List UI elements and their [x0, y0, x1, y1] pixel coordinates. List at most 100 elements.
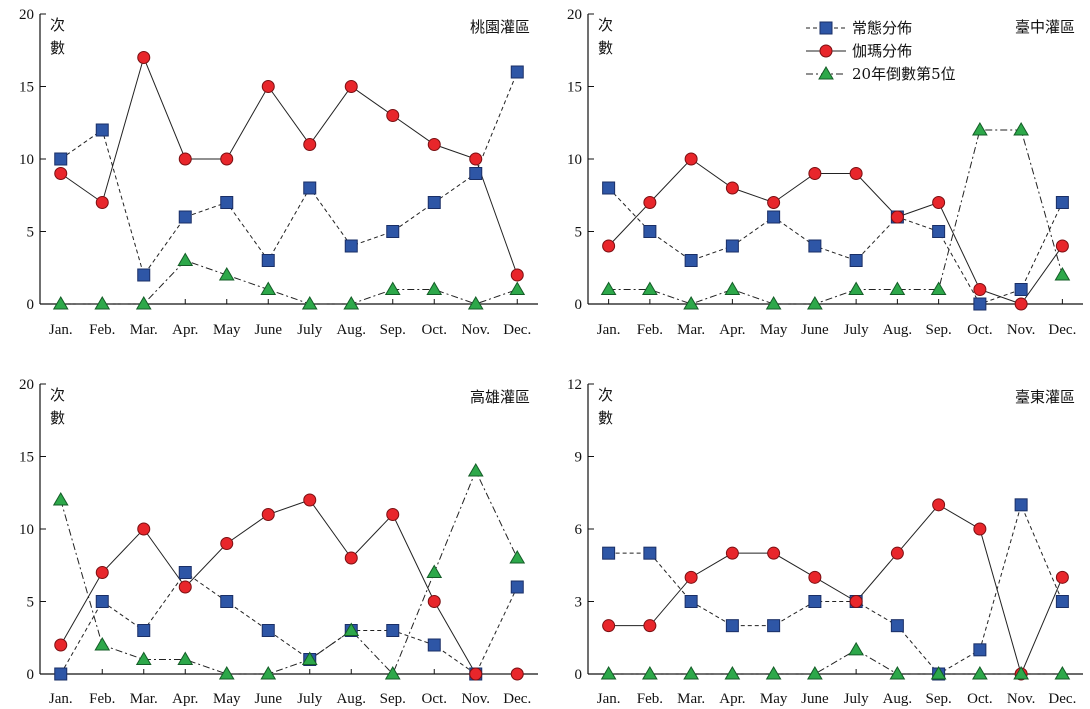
- x-tick-label: Jan.: [597, 322, 621, 338]
- x-tick-label: June: [801, 322, 829, 338]
- point-normal-distribution: [179, 211, 191, 223]
- series-line-gamma-distribution: [609, 159, 1063, 304]
- point-rank5-20yr: [427, 566, 441, 578]
- point-normal-distribution: [891, 620, 903, 632]
- x-tick-label: May: [213, 691, 241, 707]
- point-gamma-distribution: [345, 81, 357, 93]
- y-axis-label-char: 次: [50, 386, 65, 404]
- point-gamma-distribution: [345, 552, 357, 564]
- series-line-gamma-distribution: [61, 500, 518, 674]
- x-tick-label: Feb.: [89, 691, 115, 707]
- point-rank5-20yr: [725, 667, 739, 679]
- point-rank5-20yr: [510, 551, 524, 563]
- point-normal-distribution: [809, 596, 821, 608]
- y-tick-label: 10: [19, 522, 34, 538]
- point-normal-distribution: [768, 620, 780, 632]
- point-normal-distribution: [96, 124, 108, 136]
- x-tick-label: Sep.: [380, 322, 406, 338]
- point-gamma-distribution: [511, 668, 523, 680]
- point-normal-distribution: [262, 255, 274, 267]
- point-rank5-20yr: [849, 643, 863, 655]
- point-normal-distribution: [138, 625, 150, 637]
- point-gamma-distribution: [387, 110, 399, 122]
- point-normal-distribution: [511, 581, 523, 593]
- x-tick-label: Apr.: [172, 691, 198, 707]
- point-gamma-distribution: [470, 153, 482, 165]
- y-axis-label-char: 數: [50, 39, 65, 57]
- point-rank5-20yr: [643, 667, 657, 679]
- point-gamma-distribution: [891, 211, 903, 223]
- point-rank5-20yr: [684, 667, 698, 679]
- point-normal-distribution: [726, 240, 738, 252]
- x-tick-label: May: [760, 322, 788, 338]
- point-normal-distribution: [685, 255, 697, 267]
- point-gamma-distribution: [304, 139, 316, 151]
- x-tick-label: Sep.: [926, 691, 952, 707]
- point-normal-distribution: [55, 668, 67, 680]
- y-tick-label: 20: [19, 7, 34, 23]
- point-gamma-distribution: [470, 668, 482, 680]
- y-tick-label: 0: [27, 667, 35, 683]
- legend-label-gamma-distribution: 伽瑪分佈: [852, 42, 912, 60]
- x-tick-label: Sep.: [926, 322, 952, 338]
- point-rank5-20yr: [137, 653, 151, 665]
- point-normal-distribution: [138, 269, 150, 281]
- y-tick-label: 3: [575, 595, 583, 611]
- series-line-normal-distribution: [609, 188, 1063, 304]
- point-gamma-distribution: [603, 240, 615, 252]
- x-tick-label: Aug.: [883, 322, 913, 338]
- point-normal-distribution: [221, 596, 233, 608]
- panels: 0 5 10 15 20 Jan. Feb. Mar. Apr. May June July Aug. S…: [19, 7, 1083, 707]
- point-gamma-distribution: [933, 197, 945, 209]
- point-gamma-distribution: [221, 538, 233, 550]
- y-axis-label-char: 數: [50, 409, 65, 427]
- point-gamma-distribution: [1056, 240, 1068, 252]
- x-tick-label: May: [213, 322, 241, 338]
- point-normal-distribution: [179, 567, 191, 579]
- point-rank5-20yr: [684, 297, 698, 309]
- point-normal-distribution: [428, 197, 440, 209]
- point-rank5-20yr: [220, 268, 234, 280]
- x-tick-label: Mar.: [677, 322, 705, 338]
- point-gamma-distribution: [768, 547, 780, 559]
- point-rank5-20yr: [808, 667, 822, 679]
- point-gamma-distribution: [974, 523, 986, 535]
- point-normal-distribution: [428, 639, 440, 651]
- point-normal-distribution: [933, 226, 945, 238]
- point-rank5-20yr: [261, 283, 275, 295]
- point-rank5-20yr: [767, 667, 781, 679]
- x-tick-label: Nov.: [1007, 322, 1036, 338]
- point-gamma-distribution: [262, 509, 274, 521]
- point-normal-distribution: [685, 596, 697, 608]
- chart-panel-3: 05101520Jan. Feb. Mar. Apr. May June July Aug. S…: [19, 377, 538, 707]
- point-normal-distribution: [974, 644, 986, 656]
- y-tick-label: 15: [19, 80, 34, 96]
- point-rank5-20yr: [95, 638, 109, 650]
- y-tick-label: 9: [575, 450, 583, 466]
- point-gamma-distribution: [726, 547, 738, 559]
- x-tick-label: Aug.: [883, 691, 913, 707]
- panel-title: 臺東灌區: [1015, 388, 1075, 406]
- panel-title: 臺中灌區: [1015, 18, 1075, 36]
- y-tick-label: 6: [575, 522, 583, 538]
- x-tick-label: July: [844, 691, 870, 707]
- point-rank5-20yr: [178, 254, 192, 266]
- point-normal-distribution: [726, 620, 738, 632]
- point-gamma-distribution: [809, 168, 821, 180]
- point-gamma-distribution: [974, 284, 986, 296]
- point-rank5-20yr: [643, 283, 657, 295]
- point-rank5-20yr: [932, 283, 946, 295]
- y-tick-label: 5: [575, 225, 583, 241]
- series-line-rank5-20yr: [61, 261, 518, 305]
- x-tick-label: Jan.: [49, 691, 73, 707]
- point-normal-distribution: [644, 547, 656, 559]
- y-tick-label: 10: [567, 152, 582, 168]
- point-rank5-20yr: [725, 283, 739, 295]
- point-gamma-distribution: [850, 168, 862, 180]
- y-axis-label-char: 次: [598, 16, 613, 34]
- y-axis-label-char: 數: [598, 409, 613, 427]
- point-normal-distribution: [262, 625, 274, 637]
- point-gamma-distribution: [685, 571, 697, 583]
- legend-label-rank5-20yr: 20年倒數第5位: [852, 65, 956, 83]
- x-tick-label: Mar.: [130, 322, 158, 338]
